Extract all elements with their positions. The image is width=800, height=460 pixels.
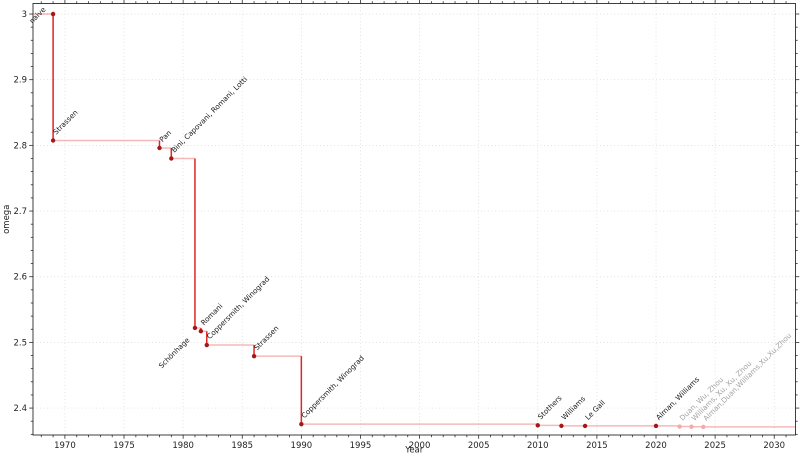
x-tick-label: 1970 [54, 441, 76, 451]
data-point-marker [251, 353, 257, 359]
step-line-series [33, 11, 796, 430]
point-label: Strassen [252, 324, 280, 352]
y-tick-label: 2.7 [13, 207, 27, 217]
point-label: Le Gall [583, 398, 607, 422]
x-tick-label: 1990 [291, 441, 313, 451]
data-point-marker [50, 11, 56, 17]
x-tick-label: 2020 [645, 441, 667, 451]
data-point-marker [677, 424, 682, 429]
x-tick-label: 2000 [409, 441, 431, 451]
point-label: Coppersmith, Winograd [299, 354, 365, 420]
data-point-marker [50, 138, 56, 143]
x-tick-label: 2005 [468, 441, 490, 451]
x-tick-label: 1975 [113, 441, 135, 451]
y-tick-label: 2.9 [13, 76, 27, 86]
y-tick-label: 3 [22, 10, 27, 20]
x-axis-label: Year [404, 446, 424, 456]
point-label: Schönhage [157, 335, 192, 370]
y-tick-label: 2.6 [13, 273, 27, 283]
data-point-marker [559, 423, 564, 429]
data-point-marker [192, 325, 198, 331]
data-point-marker [582, 423, 588, 429]
data-point-marker [299, 421, 304, 427]
x-tick-label: 1980 [172, 441, 194, 451]
x-tick-label: 2010 [527, 441, 549, 451]
data-point-marker [701, 424, 706, 430]
data-point-marker [198, 329, 204, 334]
point-label: naive [27, 5, 48, 26]
x-tick-label: 1995 [350, 441, 372, 451]
y-tick-label: 2.8 [13, 141, 27, 151]
plot-spines [32, 3, 796, 436]
data-point-marker [653, 423, 659, 429]
data-point-marker [157, 145, 162, 151]
y-tick-label: 2.4 [13, 404, 27, 414]
data-point-marker [689, 424, 694, 429]
x-tick-label: 2030 [763, 441, 785, 451]
point-label: Strassen [51, 108, 79, 136]
y-axis-label: omega [2, 205, 12, 234]
axes: 1970 1975 1980 1985 1990 1995 2000 2005 2010 2015… [13, 0, 800, 451]
y-tick-label: 2.5 [13, 338, 27, 348]
step-line-vertical-segments [52, 14, 681, 427]
point-label: Alman,Duan,Williams,Xu,Xu,Zhou [701, 331, 793, 423]
point-label: Williams, Xu, Xu, Zhou [690, 359, 754, 423]
data-point-marker [169, 156, 174, 161]
grid [33, 3, 796, 435]
data-point-marker [535, 423, 540, 428]
data-point-marker [204, 342, 209, 348]
point-label: Stothers [536, 393, 564, 421]
step-line-horizontal-segments [33, 13, 796, 428]
x-tick-label: 2025 [704, 441, 726, 451]
x-tick-label: 1985 [231, 441, 253, 451]
point-label: Bini, Capovani, Romani, Lotti [169, 75, 249, 155]
x-tick-label: 2015 [586, 441, 608, 451]
